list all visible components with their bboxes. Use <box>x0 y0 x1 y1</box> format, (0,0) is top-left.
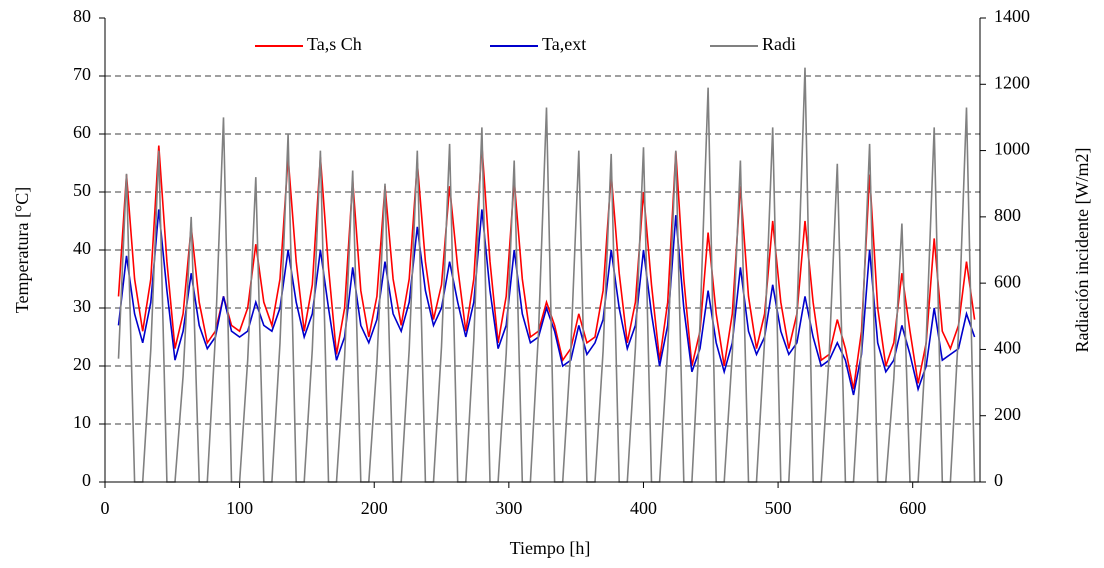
series-line <box>117 67 976 483</box>
series-line <box>117 145 976 390</box>
y2-tick-label: 1400 <box>994 6 1030 26</box>
x-tick-label: 100 <box>226 498 253 518</box>
y-tick-label: 20 <box>73 354 91 374</box>
y2-axis-title: Radiación incidente [W/m2] <box>1072 148 1092 353</box>
y-tick-label: 40 <box>73 238 91 258</box>
x-axis-title: Tiempo [h] <box>510 538 591 558</box>
y-tick-label: 0 <box>82 470 91 490</box>
x-tick-label: 300 <box>495 498 522 518</box>
y-tick-label: 60 <box>73 122 91 142</box>
y-tick-label: 80 <box>73 6 91 26</box>
y-tick-label: 50 <box>73 180 91 200</box>
y2-tick-label: 200 <box>994 404 1021 424</box>
y-axis-title: Temperatura [°C] <box>12 187 32 313</box>
y-tick-label: 10 <box>73 412 91 432</box>
x-tick-label: 200 <box>361 498 388 518</box>
x-tick-label: 600 <box>899 498 926 518</box>
y2-tick-label: 1200 <box>994 72 1030 92</box>
legend-label: Ta,s Ch <box>307 34 362 54</box>
y2-tick-label: 1000 <box>994 139 1030 159</box>
legend-label: Radi <box>762 34 796 54</box>
x-tick-label: 400 <box>630 498 657 518</box>
y-tick-label: 70 <box>73 64 91 84</box>
y2-tick-label: 0 <box>994 470 1003 490</box>
y2-tick-label: 800 <box>994 205 1021 225</box>
y2-tick-label: 400 <box>994 338 1021 358</box>
legend-label: Ta,ext <box>542 34 586 54</box>
x-tick-label: 0 <box>101 498 110 518</box>
x-tick-label: 500 <box>765 498 792 518</box>
series-line <box>117 209 976 396</box>
y2-tick-label: 600 <box>994 271 1021 291</box>
y-tick-label: 30 <box>73 296 91 316</box>
